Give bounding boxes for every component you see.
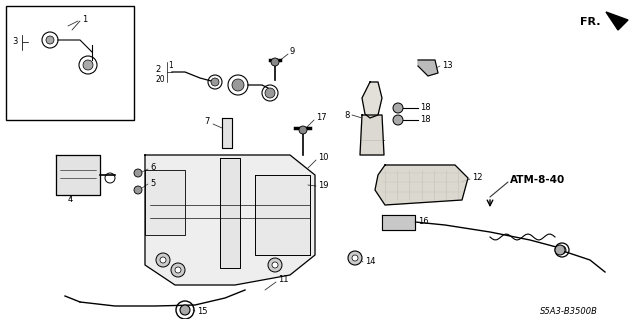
Circle shape: [348, 251, 362, 265]
Text: 2: 2: [155, 65, 160, 75]
Polygon shape: [145, 170, 185, 235]
Polygon shape: [145, 155, 315, 285]
Polygon shape: [606, 12, 628, 30]
Text: 13: 13: [442, 61, 452, 70]
Text: 10: 10: [318, 153, 328, 162]
Circle shape: [171, 263, 185, 277]
Circle shape: [268, 258, 282, 272]
Text: 4: 4: [67, 196, 72, 204]
Polygon shape: [222, 118, 232, 148]
Text: 3: 3: [12, 38, 17, 47]
Polygon shape: [418, 60, 438, 76]
Text: 5: 5: [150, 179, 156, 188]
Polygon shape: [382, 215, 415, 230]
Text: 1: 1: [82, 16, 87, 25]
Text: 19: 19: [318, 181, 328, 189]
Polygon shape: [255, 175, 310, 255]
Circle shape: [265, 88, 275, 98]
Text: ATM-8-40: ATM-8-40: [510, 175, 565, 185]
Circle shape: [134, 186, 142, 194]
Circle shape: [352, 255, 358, 261]
Circle shape: [555, 245, 565, 255]
Circle shape: [134, 169, 142, 177]
Circle shape: [180, 305, 190, 315]
Text: 14: 14: [365, 257, 376, 266]
Circle shape: [393, 103, 403, 113]
Polygon shape: [56, 155, 100, 195]
Text: 9: 9: [290, 48, 295, 56]
Circle shape: [156, 253, 170, 267]
Circle shape: [211, 78, 219, 86]
Text: 15: 15: [197, 308, 207, 316]
Circle shape: [299, 126, 307, 134]
Text: 12: 12: [472, 174, 483, 182]
Text: S5A3-B3500B: S5A3-B3500B: [540, 308, 598, 316]
Circle shape: [83, 60, 93, 70]
Text: 17: 17: [316, 114, 326, 122]
Circle shape: [558, 246, 566, 254]
Text: 1: 1: [168, 61, 173, 70]
Text: 8: 8: [344, 110, 350, 120]
Text: 20: 20: [155, 76, 164, 85]
Circle shape: [46, 36, 54, 44]
Polygon shape: [362, 82, 382, 118]
Text: 11: 11: [278, 276, 289, 285]
Circle shape: [160, 257, 166, 263]
Bar: [6, 6, 134, 120]
Text: 18: 18: [420, 115, 431, 124]
Text: 7: 7: [204, 117, 209, 127]
Text: 18: 18: [420, 103, 431, 113]
Circle shape: [271, 58, 279, 66]
Circle shape: [393, 115, 403, 125]
Polygon shape: [220, 158, 240, 268]
Circle shape: [272, 262, 278, 268]
Text: FR.: FR.: [580, 17, 600, 27]
Text: 16: 16: [418, 218, 429, 226]
Text: 6: 6: [150, 164, 156, 173]
Polygon shape: [375, 165, 468, 205]
Circle shape: [232, 79, 244, 91]
Circle shape: [175, 267, 181, 273]
Polygon shape: [360, 115, 384, 155]
